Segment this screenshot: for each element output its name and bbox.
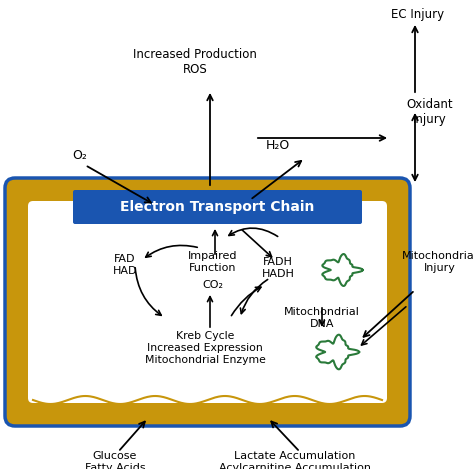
Text: H₂O: H₂O	[266, 138, 290, 151]
Text: Increased Production
ROS: Increased Production ROS	[133, 48, 257, 76]
FancyBboxPatch shape	[28, 201, 387, 403]
Text: FADH
HADH: FADH HADH	[262, 257, 294, 279]
FancyBboxPatch shape	[73, 190, 362, 224]
Text: Mitochondrial
DNA: Mitochondrial DNA	[284, 307, 360, 329]
Text: Kreb Cycle
Increased Expression
Mitochondrial Enzyme: Kreb Cycle Increased Expression Mitochon…	[145, 332, 265, 364]
Text: Oxidant
Injury: Oxidant Injury	[407, 98, 453, 126]
Text: Mitochondrial
Injury: Mitochondrial Injury	[402, 251, 474, 273]
Text: Impaired
Function: Impaired Function	[188, 251, 238, 273]
Polygon shape	[322, 254, 363, 286]
Text: O₂: O₂	[73, 149, 87, 161]
Text: CO₂: CO₂	[202, 280, 224, 290]
Text: Glucose
Fatty Acids: Glucose Fatty Acids	[85, 451, 146, 469]
Text: Lactate Accumulation
Acylcarnitine Accumulation: Lactate Accumulation Acylcarnitine Accum…	[219, 451, 371, 469]
Text: Electron Transport Chain: Electron Transport Chain	[120, 200, 315, 214]
Polygon shape	[316, 335, 359, 369]
FancyBboxPatch shape	[5, 178, 410, 426]
Text: FAD
HAD: FAD HAD	[113, 254, 137, 276]
Text: EC Injury: EC Injury	[392, 8, 445, 21]
